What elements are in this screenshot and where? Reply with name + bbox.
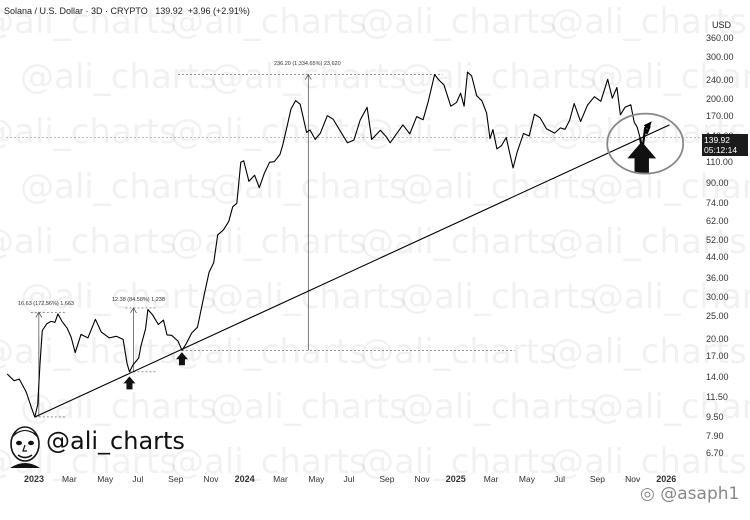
x-tick-label: Jul [554,474,565,484]
x-tick-label: Jul [343,474,355,484]
price-series-line [6,71,641,418]
y-tick-label: 360.00 [706,32,734,43]
big-rally-label: 236.20 (1,334.65%) 23,620 [274,61,341,67]
y-tick-label: 90.00 [706,177,729,188]
x-tick-label: 2026 [656,474,677,484]
y-tick-label: 52.00 [706,234,729,245]
x-tick-label: Nov [414,474,430,484]
first-rally-label: 16.63 (172.56%) 1,663 [18,301,74,307]
y-tick-label: 6.70 [706,448,724,459]
x-tick-label: Sep [589,474,605,484]
y-tick-label: 11.50 [706,392,728,403]
highlight-circle [606,112,685,175]
y-tick-label: 44.00 [706,252,729,263]
price-tag-countdown: 05:12:14 [704,145,738,155]
x-tick-label: May [518,474,535,484]
y-tick-label: 300.00 [706,52,734,62]
measure-arrowhead [304,73,312,80]
y-tick-label: 74.00 [706,197,729,208]
footer-watermark-text: @asaph1 [660,484,740,504]
x-tick-label: 2023 [23,474,45,484]
symbol-title: Solana / U.S. Dollar · 3D · CRYPTO [4,6,148,16]
brand-handle: @ali_charts [46,427,185,455]
x-tick-label: 2025 [445,474,466,484]
x-tick-label: 2024 [234,474,255,484]
support-arrow-icon [123,376,136,390]
x-tick-label: May [308,474,325,484]
avatar-icon [10,426,40,468]
footer-logo-icon: ◎ [640,484,655,504]
y-tick-label: 30.00 [706,292,729,303]
y-tick-label: 240.00 [706,75,734,86]
y-tick-label: 14.00 [706,371,729,382]
price-tag-value: 139.92 [704,135,730,145]
y-tick-label: 25.00 [706,311,729,322]
x-tick-label: Sep [168,474,184,484]
footer-watermark: ◎ @asaph1 [640,484,739,504]
y-tick-label: 200.00 [706,94,734,105]
x-tick-label: Nov [203,474,219,484]
x-tick-label: Sep [379,474,395,484]
y-tick-label: 36.00 [706,273,729,284]
x-tick-label: Jul [132,474,144,484]
x-tick-label: Mar [273,474,288,484]
projection-arrowhead [643,121,652,131]
support-arrow-icon [175,352,188,366]
y-tick-label: 20.00 [706,334,729,345]
currency-label: USD [712,20,732,30]
y-tick-label: 62.00 [706,216,729,227]
last-price: 139.92 [155,6,183,16]
x-tick-label: Mar [62,474,77,484]
price-change: +3.96 (+2.91%) [187,6,250,16]
x-tick-label: Mar [483,474,499,484]
support-trendline [34,124,670,418]
y-tick-label: 9.50 [706,412,724,423]
second-rally-label: 12.38 (84.58%) 1,238 [112,297,165,303]
y-tick-label: 110.00 [706,156,733,167]
y-tick-label: 17.00 [706,351,729,362]
price-tag: 139.92 05:12:14 [702,134,748,156]
measure-arrowhead [130,307,137,314]
x-tick-label: May [97,474,114,484]
chart-header: Solana / U.S. Dollar · 3D · CRYPTO 139.9… [4,6,250,16]
y-tick-label: 170.00 [706,111,734,122]
support-arrow-icon [627,141,657,173]
x-tick-label: Nov [625,474,641,484]
measure-arrowhead [35,311,43,318]
y-tick-label: 7.90 [706,431,724,442]
